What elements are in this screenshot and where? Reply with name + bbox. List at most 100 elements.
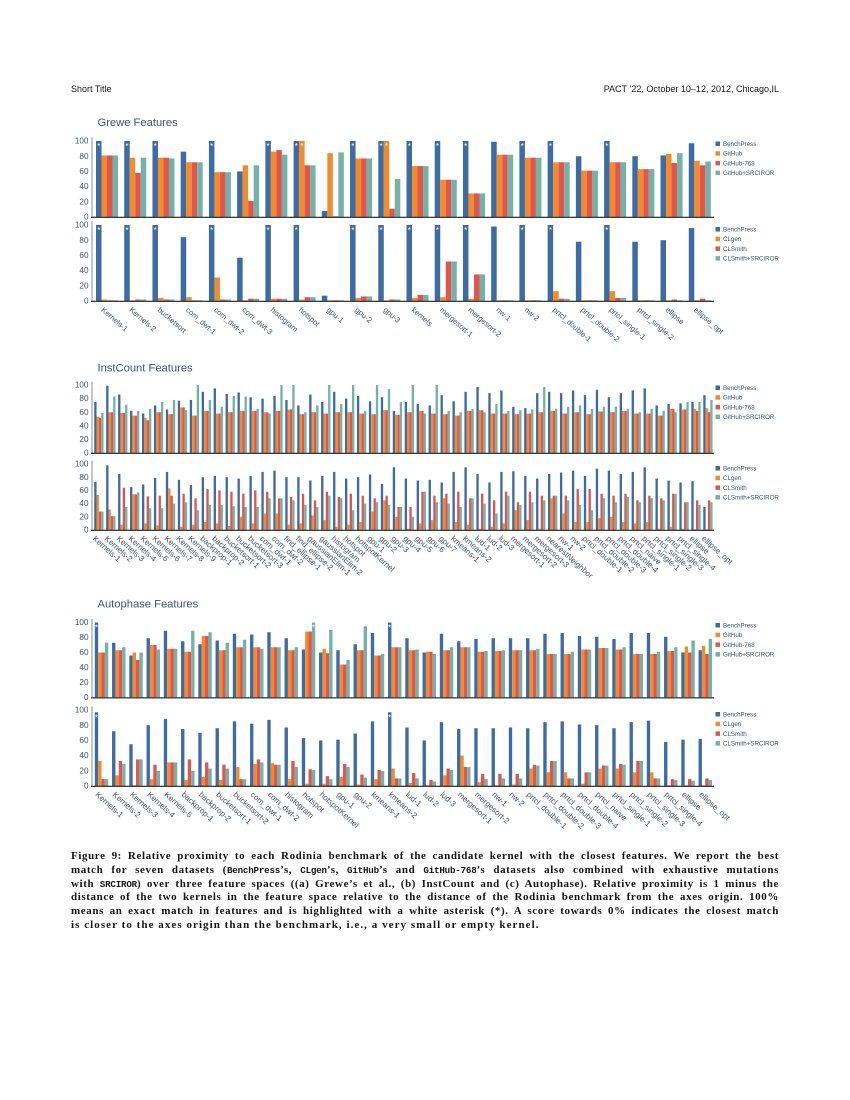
svg-text:80: 80 [79,473,89,482]
svg-text:40: 40 [79,663,89,672]
svg-text:Kernels-1: Kernels-1 [99,305,129,333]
svg-text:CLSmith: CLSmith [723,485,747,492]
svg-text:*: * [295,142,298,151]
svg-text:0: 0 [84,213,89,222]
svg-text:100: 100 [75,381,89,390]
svg-text:*: * [125,226,128,235]
svg-text:80: 80 [79,633,89,642]
svg-text:CLSmith: CLSmith [723,246,747,253]
svg-text:40: 40 [79,182,89,191]
svg-text:GitHub: GitHub [723,395,743,402]
svg-text:*: * [388,624,391,633]
svg-text:0: 0 [84,297,89,306]
svg-text:*: * [154,142,157,151]
svg-text:100: 100 [75,706,89,715]
svg-text:BenchPress: BenchPress [723,141,756,148]
svg-text:20: 20 [79,678,89,687]
svg-text:80: 80 [79,721,89,730]
svg-text:0: 0 [84,449,89,458]
svg-text:hotspot: hotspot [297,305,322,329]
svg-text:GitHub-768: GitHub-768 [723,642,755,649]
svg-text:40: 40 [79,751,89,760]
svg-text:CLSmith+SRCIROR: CLSmith+SRCIROR [723,495,779,502]
svg-text:*: * [210,142,213,151]
svg-text:80: 80 [79,236,89,245]
svg-text:*: * [97,226,100,235]
svg-text:20: 20 [79,766,89,775]
svg-text:CLSmith+SRCIROR: CLSmith+SRCIROR [723,741,779,748]
svg-text:Kernels-2: Kernels-2 [128,305,158,333]
svg-text:GitHub+SRCIROR: GitHub+SRCIROR [723,170,775,177]
svg-text:nw-1: nw-1 [494,305,512,323]
svg-text:Grewe Features: Grewe Features [98,117,179,129]
svg-text:20: 20 [79,435,89,444]
svg-text:100: 100 [75,137,89,146]
svg-text:gpu-1: gpu-1 [325,305,346,325]
svg-text:*: * [97,142,100,151]
svg-text:*: * [295,226,298,235]
svg-text:gpu-2: gpu-2 [352,790,374,811]
svg-text:BenchPress: BenchPress [723,622,756,629]
svg-text:BenchPress: BenchPress [723,711,756,718]
svg-text:*: * [95,713,98,722]
svg-text:*: * [464,142,467,151]
svg-text:20: 20 [79,197,89,206]
svg-text:BenchPress: BenchPress [723,465,756,472]
svg-text:bucketsort: bucketsort [156,305,189,335]
svg-text:0: 0 [84,782,89,791]
svg-text:*: * [549,142,552,151]
svg-text:*: * [464,226,467,235]
svg-text:lud-2: lud-2 [421,790,441,809]
svg-text:Autophase Features: Autophase Features [98,599,199,611]
svg-text:ellipse_opt: ellipse_opt [697,790,732,823]
svg-text:*: * [379,226,382,235]
svg-text:*: * [210,226,213,235]
svg-text:*: * [521,142,524,151]
svg-text:BenchPress: BenchPress [723,226,756,233]
svg-text:60: 60 [79,736,89,745]
svg-text:gpu-3: gpu-3 [382,305,403,325]
svg-text:*: * [436,226,439,235]
svg-text:100: 100 [75,618,89,627]
svg-text:GitHub: GitHub [723,151,743,158]
svg-text:40: 40 [79,266,89,275]
svg-text:ellipse_opt: ellipse_opt [692,305,726,336]
svg-text:gpu-2: gpu-2 [353,305,374,325]
svg-text:40: 40 [79,499,89,508]
svg-text:GitHub: GitHub [723,632,743,639]
svg-text:nw-2: nw-2 [507,790,526,809]
svg-text:*: * [388,713,391,722]
svg-text:*: * [351,142,354,151]
svg-text:*: * [408,226,411,235]
svg-text:GitHub-768: GitHub-768 [723,404,755,411]
svg-text:GitHub+SRCIROR: GitHub+SRCIROR [723,652,775,659]
svg-text:lud-3: lud-3 [438,790,458,809]
svg-text:100: 100 [75,460,89,469]
svg-text:*: * [125,142,128,151]
svg-text:*: * [549,226,552,235]
svg-text:CLgen: CLgen [723,721,742,728]
svg-text:0: 0 [84,693,89,702]
svg-text:*: * [521,226,524,235]
svg-text:40: 40 [79,421,89,430]
svg-text:60: 60 [79,167,89,176]
svg-text:kernels: kernels [410,305,435,328]
svg-text:ellipse: ellipse [664,305,686,326]
svg-text:*: * [379,142,382,151]
svg-text:*: * [300,142,303,151]
svg-text:*: * [267,226,270,235]
svg-text:*: * [154,226,157,235]
svg-text:*: * [312,624,315,633]
svg-text:60: 60 [79,486,89,495]
svg-text:*: * [385,142,388,151]
svg-text:*: * [267,142,270,151]
svg-text:100: 100 [75,221,89,230]
svg-text:BenchPress: BenchPress [723,385,756,392]
svg-text:*: * [605,142,608,151]
svg-text:nw-2: nw-2 [523,305,541,323]
svg-text:*: * [436,142,439,151]
svg-text:*: * [351,226,354,235]
svg-text:0: 0 [84,526,89,535]
svg-text:CLgen: CLgen [723,475,742,482]
svg-text:80: 80 [79,152,89,161]
